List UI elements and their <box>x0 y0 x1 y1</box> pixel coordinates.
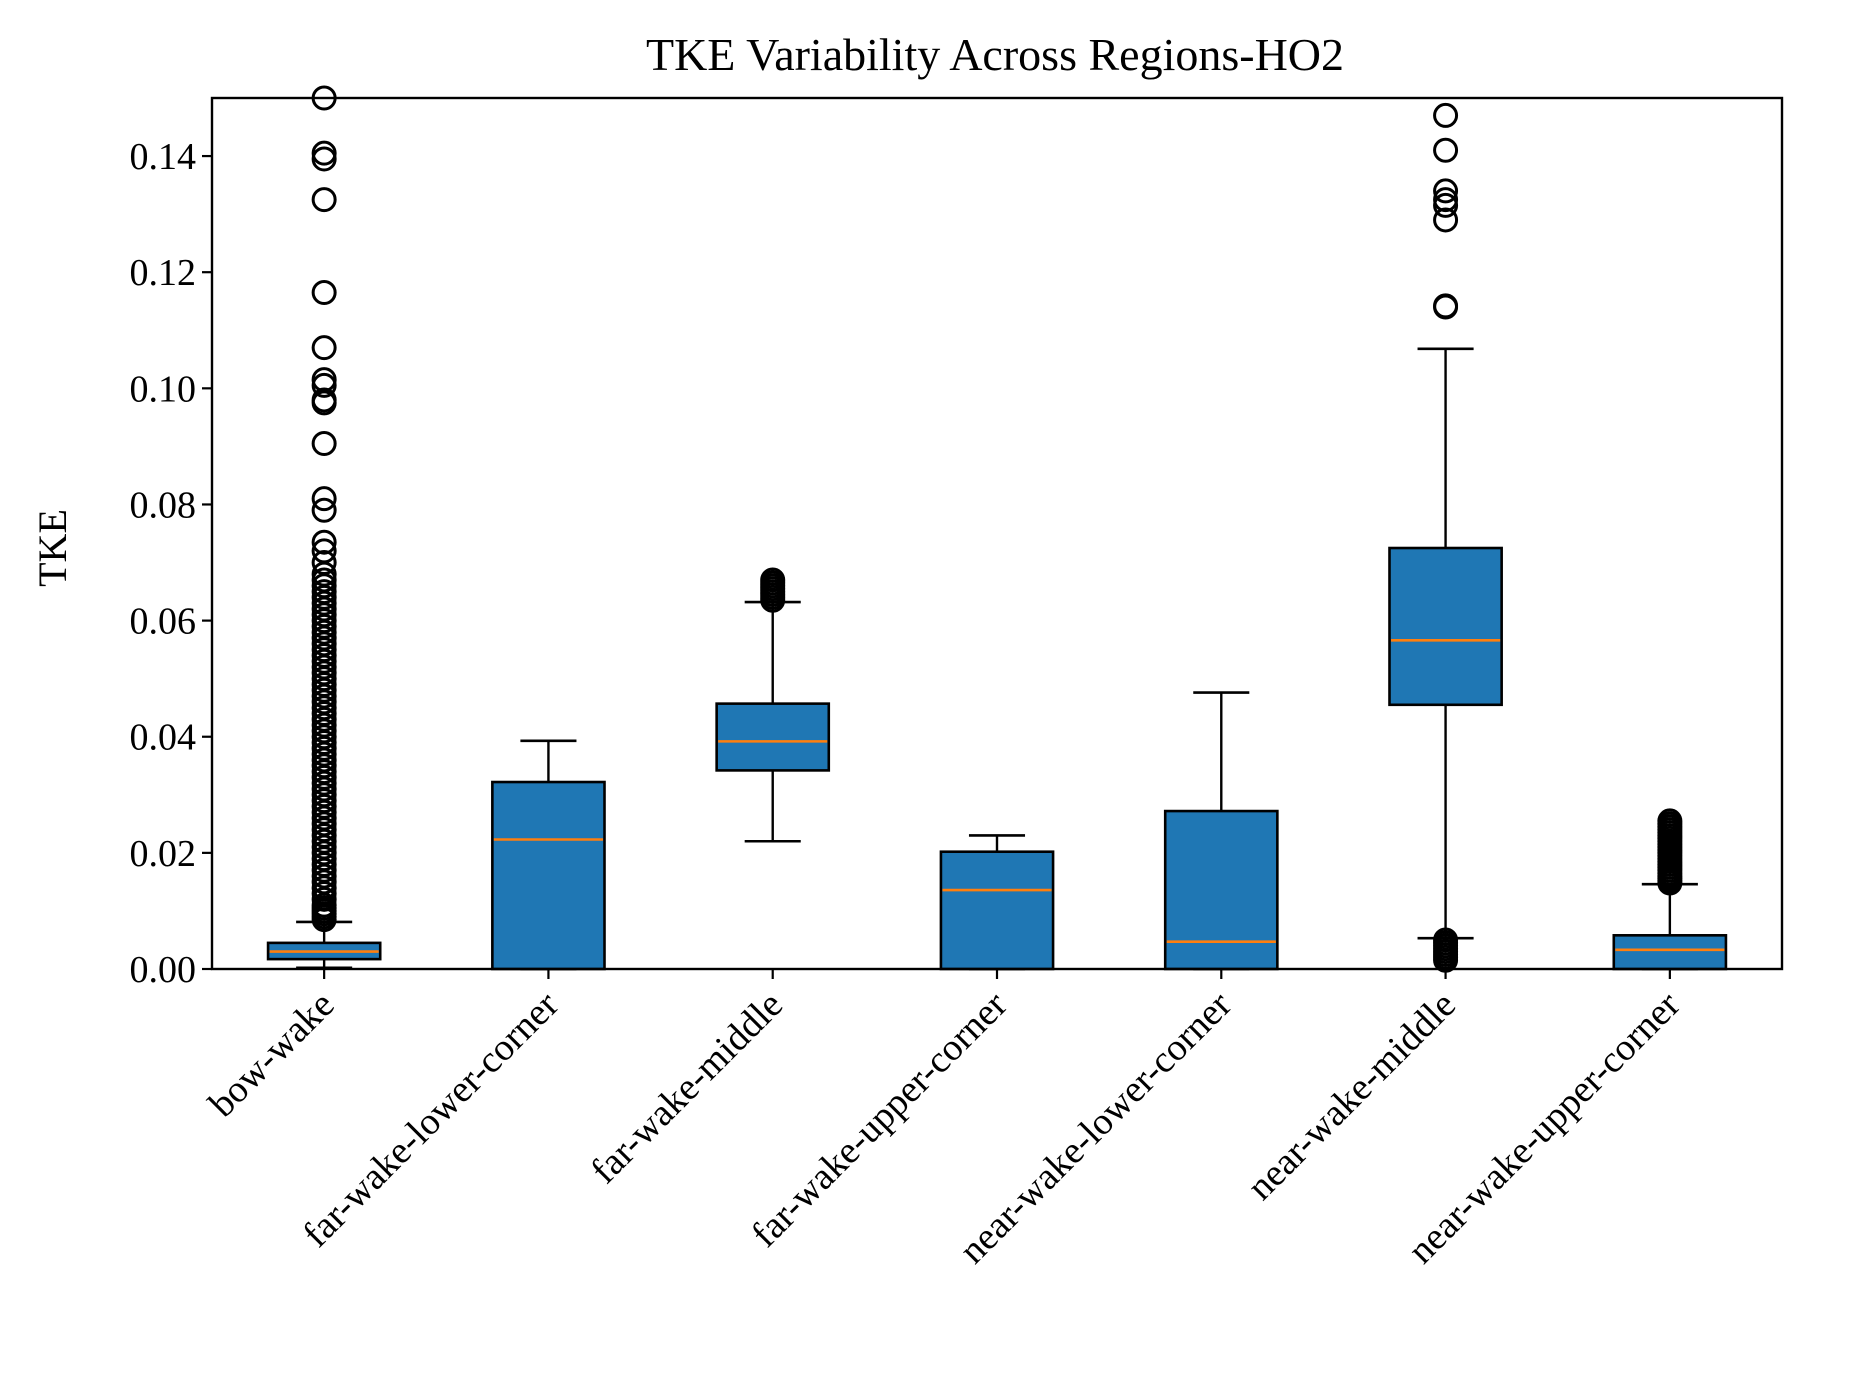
y-tick-label: 0.02 <box>130 833 197 875</box>
outlier-point <box>1433 293 1459 319</box>
outlier-point <box>1433 137 1459 163</box>
outlier-point <box>311 430 337 456</box>
outlier-point <box>311 497 337 523</box>
y-tick-label: 0.04 <box>130 717 197 759</box>
outlier-point <box>311 280 337 306</box>
y-tick-label: 0.08 <box>130 484 197 526</box>
outlier-point <box>311 187 337 213</box>
outlier-point <box>311 529 337 555</box>
chart-title: TKE Variability Across Regions-HO2 <box>646 29 1344 80</box>
outlier-point <box>1657 808 1683 834</box>
y-tick-label: 0.14 <box>130 136 197 178</box>
x-tick-label: far-wake-upper-corner <box>744 983 1016 1255</box>
axes-frame <box>210 96 1784 971</box>
outlier-point <box>311 140 337 166</box>
box <box>1163 809 1279 971</box>
outlier-point <box>311 550 337 576</box>
x-tick-label: near-wake-middle <box>1239 984 1464 1209</box>
x-tick-label: bow-wake <box>201 984 343 1126</box>
plot-area: 0.00 0.02 0.04 0.06 0.08 0.10 0.12 0.14 bow-wake… <box>130 85 1784 1272</box>
box <box>491 780 606 971</box>
box <box>715 702 831 772</box>
outlier-point <box>311 538 337 564</box>
box <box>939 850 1055 971</box>
outlier-point <box>311 335 337 361</box>
outlier-point <box>1433 207 1459 233</box>
x-tick-label: far-wake-middle <box>583 984 791 1192</box>
y-axis-label: TKE <box>30 509 75 587</box>
box <box>1612 934 1728 971</box>
box <box>1388 546 1503 707</box>
y-tick-label: 0.00 <box>130 949 197 991</box>
y-tick-label: 0.10 <box>130 368 197 410</box>
outlier-point <box>1433 927 1459 953</box>
y-tick-label: 0.12 <box>130 252 197 294</box>
y-tick-label: 0.06 <box>130 601 197 643</box>
outlier-point <box>311 367 337 393</box>
outlier-point <box>1433 102 1459 128</box>
outlier-point <box>1433 187 1459 213</box>
outlier-point <box>311 387 337 413</box>
outlier-point <box>311 486 337 512</box>
outlier-point <box>1433 178 1459 204</box>
x-tick-label: far-wake-lower-corner <box>295 983 567 1255</box>
outlier-point <box>760 567 786 593</box>
